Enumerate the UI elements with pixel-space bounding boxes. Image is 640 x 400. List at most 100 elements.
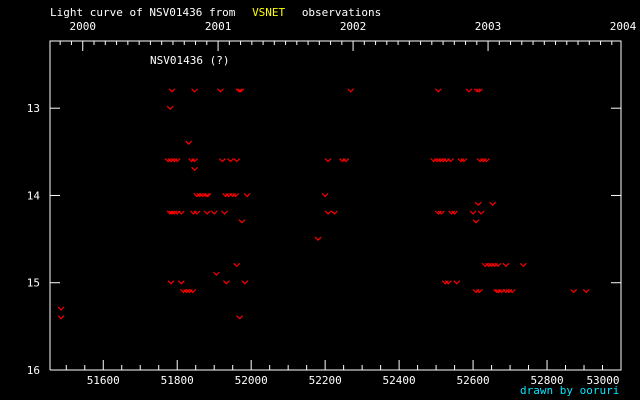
x-tick-label: 51800 (161, 374, 194, 387)
upper-limit-point (191, 88, 199, 93)
upper-limit-point (444, 280, 452, 285)
upper-limit-point (437, 210, 445, 215)
upper-limit-point (227, 158, 234, 163)
upper-limit-point (342, 158, 350, 163)
title-suffix: observations (302, 6, 381, 19)
upper-limit-point (202, 193, 210, 198)
upper-limit-point (570, 289, 578, 294)
x-tick-label: 51600 (87, 374, 120, 387)
upper-limit-point (475, 289, 483, 294)
upper-limit-point (457, 158, 465, 163)
upper-limit-point (235, 88, 243, 93)
upper-limit-point (441, 280, 449, 285)
upper-limit-point (222, 193, 230, 198)
upper-limit-point (222, 280, 230, 285)
y-tick-label: 15 (27, 277, 40, 290)
upper-limit-point (324, 210, 332, 215)
upper-limit-point (480, 158, 487, 163)
credit-label: drawn by ooruri (520, 384, 619, 397)
upper-limit-point (447, 158, 454, 163)
year-label: 2000 (69, 20, 96, 33)
upper-limit-point (193, 210, 201, 215)
upper-limit-point (488, 262, 495, 268)
upper-limit-point (191, 158, 199, 163)
upper-limit-point (217, 88, 224, 93)
upper-limit-point (519, 262, 527, 268)
upper-limit-point (469, 210, 477, 215)
upper-limit-point (508, 289, 516, 294)
upper-limit-point (236, 315, 244, 320)
upper-limit-point (166, 105, 174, 111)
upper-limit-point (465, 88, 473, 93)
year-label: 2001 (205, 20, 232, 33)
upper-limit-point (233, 158, 241, 163)
upper-limit-point (243, 193, 251, 198)
year-label: 2003 (475, 20, 502, 33)
y-tick-label: 16 (27, 364, 40, 377)
upper-limit-point (474, 201, 482, 207)
upper-limit-point (177, 210, 185, 215)
legend-label: NSV01436 (?) (150, 54, 229, 67)
upper-limit-point (582, 289, 590, 294)
upper-limit-point (477, 210, 485, 215)
upper-limit-point (196, 193, 204, 198)
upper-limit-point (493, 289, 501, 294)
upper-limit-point (167, 280, 175, 285)
upper-limit-point (451, 210, 459, 215)
x-tick-label: 53000 (586, 374, 619, 387)
plot-frame (49, 40, 622, 371)
upper-limit-point (193, 193, 201, 198)
upper-limit-point (314, 236, 322, 241)
upper-limit-point (173, 158, 181, 163)
upper-limit-point (473, 88, 481, 93)
upper-limit-point (502, 262, 510, 268)
upper-limit-point (485, 262, 493, 268)
y-tick-label: 13 (27, 102, 40, 115)
upper-limit-point (180, 289, 187, 294)
upper-limit-point (233, 262, 241, 268)
upper-limit-point (321, 193, 329, 198)
y-tick-label: 14 (27, 189, 41, 202)
upper-limit-point (57, 315, 65, 320)
upper-limit-point (170, 158, 178, 163)
upper-limit-point (210, 210, 218, 215)
upper-limit-point (241, 280, 249, 285)
upper-limit-point (436, 158, 444, 163)
upper-limit-point (472, 219, 480, 224)
upper-limit-point (330, 210, 338, 215)
upper-limit-point (170, 210, 178, 215)
upper-limit-point (203, 210, 211, 215)
chart-title: Light curve of NSV01436 from VSNET obser… (50, 6, 381, 19)
upper-limit-point (218, 158, 226, 163)
x-tick-label: 52200 (309, 374, 342, 387)
x-tick-label: 52800 (530, 374, 563, 387)
year-label: 2004 (610, 20, 637, 33)
x-tick-label: 52600 (457, 374, 490, 387)
upper-limit-point (168, 88, 176, 93)
upper-limit-point (191, 166, 199, 172)
upper-limit-point (434, 210, 442, 215)
upper-limit-point (238, 219, 246, 224)
upper-limit-point (229, 193, 237, 198)
upper-limit-point (502, 289, 510, 294)
upper-limit-point (453, 280, 461, 285)
upper-limit-point (347, 88, 355, 93)
data-points (57, 88, 590, 320)
upper-limit-point (168, 210, 176, 215)
upper-limit-point (185, 140, 193, 145)
upper-limit-point (221, 210, 228, 215)
title-prefix: Light curve of NSV01436 from (50, 6, 236, 19)
title-highlight: VSNET (252, 6, 285, 19)
upper-limit-point (448, 210, 456, 215)
upper-limit-point (489, 201, 497, 207)
upper-limit-point (164, 158, 172, 163)
upper-limit-point (237, 88, 245, 93)
upper-limit-point (204, 193, 212, 198)
upper-limit-point (212, 271, 220, 276)
upper-limit-point (57, 306, 65, 311)
upper-limit-point (475, 88, 483, 93)
upper-limit-point (324, 158, 332, 163)
upper-limit-point (188, 158, 196, 163)
axes: 51600 51800 52000 52200 52400 52600 52800 53000… (27, 20, 637, 387)
